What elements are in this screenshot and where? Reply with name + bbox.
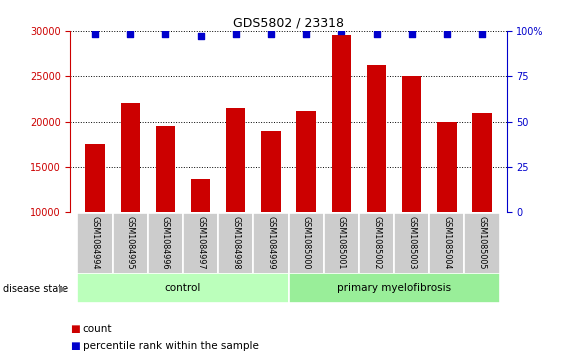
Text: GSM1085000: GSM1085000 (302, 216, 311, 269)
Bar (437, 122, 457, 212)
Text: GSM1085004: GSM1085004 (443, 216, 452, 269)
Point (126, 32, 135, 37)
Bar (367, 65, 386, 212)
Text: GSM1085002: GSM1085002 (372, 216, 381, 270)
Bar (113, 213, 148, 274)
Bar (359, 213, 394, 274)
Text: ▶: ▶ (59, 284, 66, 294)
Bar (183, 213, 218, 274)
Bar (218, 213, 253, 274)
Bar (289, 273, 500, 303)
Text: GSM1084995: GSM1084995 (126, 216, 135, 270)
Point (266, 32, 275, 37)
Bar (261, 131, 280, 212)
Point (407, 32, 416, 37)
Text: GSM1085005: GSM1085005 (477, 216, 486, 270)
Point (91, 32, 100, 37)
Point (443, 32, 452, 37)
Bar (297, 111, 316, 212)
Point (161, 32, 170, 37)
Text: ■: ■ (70, 341, 80, 351)
Bar (120, 103, 140, 212)
Point (196, 33, 205, 39)
Text: control: control (165, 283, 201, 293)
Bar (77, 273, 289, 303)
Text: GSM1084994: GSM1084994 (91, 216, 100, 270)
Bar (464, 213, 500, 274)
Point (337, 28, 346, 34)
Text: count: count (83, 323, 112, 334)
Text: GSM1085003: GSM1085003 (407, 216, 416, 269)
Bar (402, 76, 421, 212)
Bar (332, 35, 351, 212)
Text: primary myelofibrosis: primary myelofibrosis (337, 283, 451, 293)
Bar (191, 179, 210, 212)
Text: disease state: disease state (3, 284, 68, 294)
Bar (77, 213, 113, 274)
Point (302, 32, 311, 37)
Bar (86, 144, 105, 212)
Bar (430, 213, 464, 274)
Point (372, 32, 381, 37)
Bar (394, 213, 430, 274)
Text: GSM1085001: GSM1085001 (337, 216, 346, 269)
Bar (156, 126, 175, 212)
Point (231, 32, 240, 37)
Text: GSM1084996: GSM1084996 (161, 216, 170, 270)
Bar (253, 213, 289, 274)
Bar (226, 108, 245, 212)
Point (477, 32, 486, 37)
Bar (324, 213, 359, 274)
Text: GSM1084998: GSM1084998 (231, 216, 240, 270)
Bar (148, 213, 183, 274)
Title: GDS5802 / 23318: GDS5802 / 23318 (233, 17, 344, 30)
Text: percentile rank within the sample: percentile rank within the sample (83, 341, 258, 351)
Text: GSM1084999: GSM1084999 (266, 216, 275, 270)
Bar (289, 213, 324, 274)
Text: GSM1084997: GSM1084997 (196, 216, 205, 270)
Text: ■: ■ (70, 323, 80, 334)
Bar (472, 113, 491, 212)
